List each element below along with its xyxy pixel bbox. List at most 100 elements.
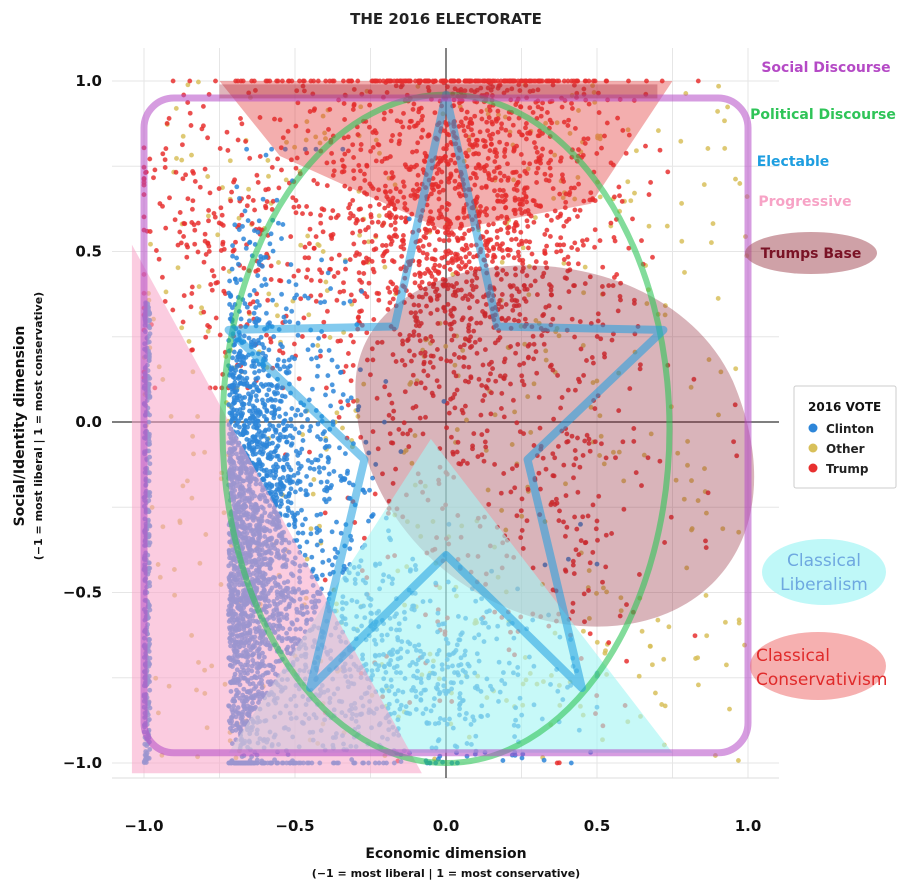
point-clinton: [277, 398, 283, 404]
point-clinton: [272, 391, 278, 397]
point-trump: [539, 332, 545, 338]
point-clinton: [296, 430, 302, 436]
point-clinton: [338, 477, 344, 483]
point-clinton: [274, 197, 280, 203]
point-clinton: [251, 424, 257, 430]
point-trump: [619, 198, 625, 204]
point-clinton: [323, 437, 329, 443]
point-trump: [220, 222, 226, 228]
point-other: [652, 690, 658, 696]
point-other: [705, 146, 711, 152]
point-trump: [432, 247, 438, 253]
point-trump: [373, 246, 379, 252]
point-clinton: [308, 531, 314, 537]
point-clinton: [259, 283, 265, 289]
point-clinton: [235, 261, 241, 267]
point-other: [274, 313, 280, 319]
point-trump: [466, 228, 472, 234]
point-trump: [388, 222, 394, 228]
point-other: [205, 328, 211, 334]
point-trump: [350, 339, 356, 345]
point-trump: [514, 222, 520, 228]
point-other: [519, 513, 525, 519]
point-clinton: [270, 297, 276, 303]
point-trump: [412, 280, 418, 286]
point-clinton: [302, 516, 308, 522]
point-trump: [354, 218, 360, 224]
point-trump: [291, 341, 297, 347]
point-clinton: [289, 441, 295, 447]
point-other: [593, 590, 599, 596]
point-clinton: [282, 319, 288, 325]
point-other: [675, 450, 681, 456]
point-other: [590, 380, 596, 386]
point-trump: [370, 266, 376, 272]
point-clinton: [347, 298, 353, 304]
point-other: [275, 259, 281, 265]
point-other: [715, 412, 721, 418]
point-trump: [397, 331, 403, 337]
point-trump: [244, 203, 250, 209]
point-other: [721, 118, 727, 124]
point-other: [466, 147, 472, 153]
point-other: [722, 145, 728, 151]
point-other: [586, 615, 592, 621]
point-other: [543, 120, 549, 126]
point-clinton: [318, 538, 324, 544]
point-other: [499, 259, 505, 265]
point-clinton: [261, 433, 267, 439]
point-trump: [561, 223, 567, 229]
point-trump: [592, 244, 598, 250]
point-trump: [587, 631, 593, 637]
point-other: [509, 441, 515, 447]
point-other: [616, 449, 622, 455]
point-trump: [221, 265, 227, 271]
point-clinton: [298, 463, 304, 469]
point-clinton: [278, 479, 284, 485]
point-trump: [531, 219, 537, 225]
point-trump: [323, 385, 329, 391]
point-clinton: [258, 381, 264, 387]
point-trump: [239, 212, 245, 218]
point-clinton: [261, 413, 267, 419]
point-trump: [516, 253, 522, 259]
point-trump: [224, 129, 230, 135]
point-trump: [201, 309, 207, 315]
point-trump: [351, 298, 357, 304]
point-trump: [489, 258, 495, 264]
point-clinton: [338, 369, 344, 375]
point-other: [678, 138, 684, 144]
point-trump: [188, 304, 194, 310]
point-clinton: [276, 423, 282, 429]
point-other: [304, 119, 310, 125]
point-trump: [334, 297, 340, 303]
point-trump: [506, 224, 512, 230]
point-trump: [438, 179, 444, 185]
point-trump: [471, 431, 477, 437]
point-other: [512, 409, 518, 415]
point-trump: [547, 233, 553, 239]
point-clinton: [238, 380, 244, 386]
point-clinton: [282, 512, 288, 518]
point-trump: [275, 156, 281, 162]
point-clinton: [280, 222, 286, 228]
point-other: [543, 357, 549, 363]
point-trump: [447, 266, 453, 272]
point-trump: [554, 249, 560, 255]
point-trump: [453, 270, 459, 276]
point-trump: [177, 210, 183, 216]
point-other: [715, 108, 721, 114]
point-clinton: [229, 305, 235, 311]
point-clinton: [326, 443, 332, 449]
point-other: [327, 334, 333, 340]
point-clinton: [254, 397, 260, 403]
point-trump: [311, 177, 317, 183]
point-clinton: [332, 546, 338, 552]
point-clinton: [241, 333, 247, 339]
point-trump: [212, 385, 218, 391]
point-other: [737, 181, 743, 187]
point-clinton: [253, 376, 259, 382]
point-trump: [575, 261, 581, 267]
point-trump: [379, 223, 385, 229]
point-trump: [569, 106, 575, 112]
